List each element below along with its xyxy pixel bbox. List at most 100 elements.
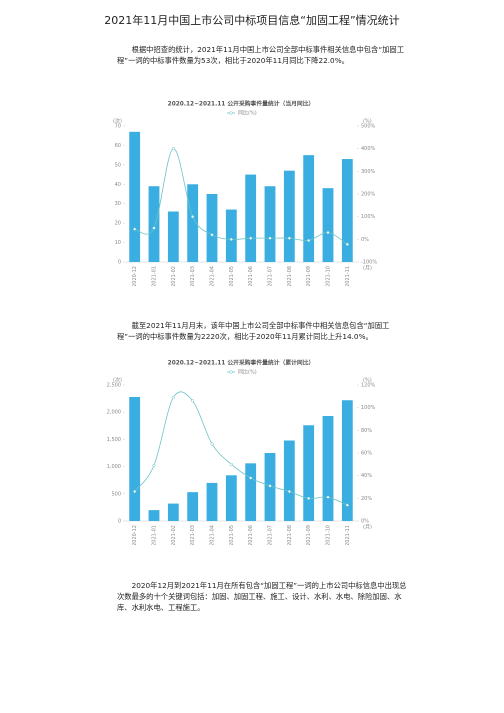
y2-tick-label: 20% <box>361 496 372 502</box>
bar <box>322 416 334 521</box>
x-tick-label: 2021-04 <box>210 525 216 545</box>
line-point <box>268 236 272 240</box>
line-point <box>345 242 349 246</box>
line-point <box>249 476 253 480</box>
y2-tick-label: 60% <box>361 451 372 457</box>
y2-tick-label: 100% <box>361 214 376 220</box>
line-point <box>171 395 175 400</box>
x-tick-label: 2021-09 <box>306 266 312 286</box>
line-point <box>287 236 291 240</box>
x-tick-label: 2021-08 <box>287 266 293 286</box>
line-point <box>133 227 137 231</box>
y-tick-label: 70 <box>115 124 121 130</box>
bar <box>187 492 199 521</box>
y2-axis-label: (%) <box>363 119 372 125</box>
line-point <box>268 484 272 488</box>
x-tick-label: 2021-05 <box>229 266 235 286</box>
x-tick-label: 2021-11 <box>345 266 351 286</box>
y2-tick-label: 0% <box>361 237 369 243</box>
y-axis-label: (次) <box>113 377 122 384</box>
y2-tick-label: 500% <box>361 124 376 130</box>
bar <box>303 425 315 521</box>
y-tick-label: 0 <box>118 260 121 266</box>
x-tick-label: 2021-11 <box>345 525 351 545</box>
y-tick-label: 50 <box>115 162 121 168</box>
x-tick-label: 2021-08 <box>287 525 293 545</box>
bar <box>245 463 257 521</box>
x-tick-label: 2021-07 <box>268 266 274 286</box>
bar <box>148 510 160 521</box>
bar <box>129 131 141 262</box>
line-point <box>229 462 233 466</box>
x-tick-label: 2021-09 <box>306 525 312 545</box>
y2-tick-label: -100% <box>361 260 377 266</box>
legend-label: 同比(%) <box>238 110 257 117</box>
y2-tick-label: 100% <box>361 405 376 411</box>
line-point <box>326 495 330 499</box>
x-tick-label: 2021-01 <box>152 266 158 286</box>
doc-title: 2021年11月中国上市公司中标项目信息“加固工程”情况统计 <box>104 14 400 27</box>
bar <box>225 209 237 262</box>
bar <box>206 482 218 521</box>
line-point <box>171 147 175 151</box>
y2-tick-label: 200% <box>361 192 376 198</box>
line-point <box>152 226 156 230</box>
y2-tick-label: 0% <box>361 519 369 525</box>
bar <box>129 396 141 521</box>
x-tick-label: 2021-04 <box>210 266 216 286</box>
chart: 2020.12~2021.11 公开采购事件量统计（累计同比） (次) (%) (月)… <box>107 359 376 546</box>
line-point <box>345 503 349 507</box>
chart: 2020.12~2021.11 公开采购事件量统计（当月同比） (次) (%) (月)… <box>113 100 377 287</box>
x-tick-label: 2021-10 <box>326 525 332 545</box>
line-point <box>326 230 330 235</box>
y2-tick-label: 400% <box>361 146 376 152</box>
paragraph: 2020年12月到2021年11月在所有包含“加固工程”一词的上市公司中标信息中… <box>117 581 407 612</box>
bar <box>283 170 295 262</box>
y-tick-label: 60 <box>115 143 121 149</box>
bar <box>341 400 353 521</box>
bar <box>206 194 218 262</box>
y2-axis-label: (%) <box>363 378 372 384</box>
x-tick-label: 2021-02 <box>171 525 177 545</box>
x-tick-label: 2021-06 <box>248 266 254 286</box>
y-tick-label: 2,500 <box>107 383 121 389</box>
bar <box>225 475 237 521</box>
line-point <box>307 496 311 500</box>
y-tick-label: 30 <box>115 201 121 207</box>
bar <box>303 155 315 262</box>
x-tick-label: 2021-07 <box>268 525 274 545</box>
bar <box>264 186 276 262</box>
y-tick-label: 2,000 <box>107 410 121 416</box>
line <box>134 148 348 245</box>
y2-tick-label: 120% <box>361 383 376 389</box>
x-tick-label: 2021-03 <box>190 266 196 286</box>
y-axis-label: (次) <box>113 118 122 125</box>
x-tick-label: 2020-12 <box>132 266 138 286</box>
y-tick-label: 1,500 <box>107 437 121 443</box>
x-tick-label: 2020-12 <box>132 525 138 545</box>
line-point <box>210 442 214 446</box>
paragraph: 根据中招查的统计，2021年11月中国上市公司全部中标事件相关信息中包含“加固工… <box>117 45 405 65</box>
bar <box>341 159 353 262</box>
x-tick-label: 2021-02 <box>171 266 177 286</box>
chart-title: 2020.12~2021.11 公开采购事件量统计（累计同比） <box>168 359 315 367</box>
line-point <box>249 236 253 240</box>
bar <box>167 211 179 262</box>
x-tick-label: 2021-06 <box>248 525 254 545</box>
line-point <box>229 237 233 241</box>
line-point <box>152 463 156 468</box>
y-tick-label: 20 <box>115 221 121 227</box>
chart-title: 2020.12~2021.11 公开采购事件量统计（当月同比） <box>168 100 315 108</box>
line <box>134 391 348 506</box>
line-point <box>307 238 311 243</box>
x-tick-label: 2021-10 <box>326 266 332 286</box>
legend-symbol <box>229 111 233 115</box>
y2-tick-label: 300% <box>361 169 376 175</box>
x-axis-label: (月) <box>363 266 372 272</box>
y-tick-label: 10 <box>115 240 121 246</box>
bar <box>283 440 295 521</box>
line-point <box>287 489 291 494</box>
paragraph: 截至2021年11月月末，该年中国上市公司全部中标事件中相关信息包含“加固工程”… <box>117 321 390 341</box>
x-axis-label: (月) <box>363 525 372 531</box>
